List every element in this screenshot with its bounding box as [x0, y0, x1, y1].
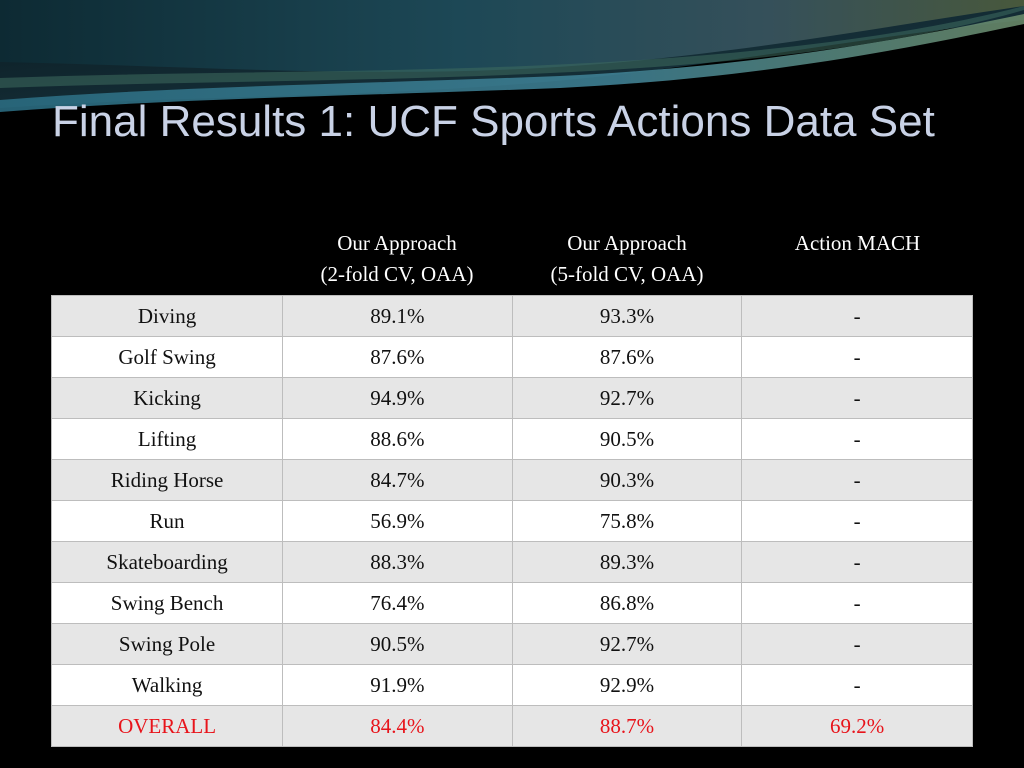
accuracy-action-mach: - — [741, 377, 973, 419]
accuracy-action-mach: - — [741, 336, 973, 378]
action-label: Walking — [50, 664, 284, 706]
table-row: Lifting 88.6% 90.5% - — [50, 418, 973, 460]
accuracy-2fold: 88.3% — [282, 541, 513, 583]
accuracy-action-mach: - — [741, 541, 973, 583]
accuracy-2fold: 91.9% — [282, 664, 513, 706]
overall-row: OVERALL 84.4% 88.7% 69.2% — [50, 705, 973, 747]
action-label: Golf Swing — [50, 336, 284, 378]
accuracy-5fold: 92.7% — [511, 377, 743, 419]
accuracy-2fold: 56.9% — [282, 500, 513, 542]
header-our-approach-2fold: Our Approach (2-fold CV, OAA) — [320, 231, 474, 286]
overall-accuracy-2fold: 84.4% — [282, 705, 513, 747]
accuracy-5fold: 92.7% — [511, 623, 743, 665]
accuracy-2fold: 87.6% — [282, 336, 513, 378]
accuracy-2fold: 84.7% — [282, 459, 513, 501]
accuracy-action-mach: - — [741, 295, 973, 337]
table-row: Kicking 94.9% 92.7% - — [50, 377, 973, 419]
table-row: Run 56.9% 75.8% - — [50, 500, 973, 542]
accuracy-action-mach: - — [741, 582, 973, 624]
overall-accuracy-action-mach: 69.2% — [741, 705, 973, 747]
accuracy-5fold: 90.3% — [511, 459, 743, 501]
results-table: Diving 89.1% 93.3% - Golf Swing 87.6% 87… — [50, 295, 973, 747]
accuracy-action-mach: - — [741, 623, 973, 665]
header-action-mach: Action MACH — [794, 231, 921, 255]
action-label: Run — [50, 500, 284, 542]
table-header: Our Approach (2-fold CV, OAA) Our Approa… — [51, 228, 973, 294]
decorative-swoosh — [0, 0, 1024, 112]
accuracy-5fold: 75.8% — [511, 500, 743, 542]
overall-accuracy-5fold: 88.7% — [511, 705, 743, 747]
action-label: Swing Pole — [50, 623, 284, 665]
accuracy-action-mach: - — [741, 500, 973, 542]
table-row: Swing Bench 76.4% 86.8% - — [50, 582, 973, 624]
accuracy-5fold: 93.3% — [511, 295, 743, 337]
accuracy-action-mach: - — [741, 418, 973, 460]
action-label: Riding Horse — [50, 459, 284, 501]
overall-label: OVERALL — [50, 705, 284, 747]
accuracy-2fold: 76.4% — [282, 582, 513, 624]
table-row: Swing Pole 90.5% 92.7% - — [50, 623, 973, 665]
accuracy-2fold: 88.6% — [282, 418, 513, 460]
table-row: Walking 91.9% 92.9% - — [50, 664, 973, 706]
header-our-approach-5fold: Our Approach (5-fold CV, OAA) — [550, 231, 704, 286]
action-label: Kicking — [50, 377, 284, 419]
accuracy-action-mach: - — [741, 459, 973, 501]
table-row: Riding Horse 84.7% 90.3% - — [50, 459, 973, 501]
accuracy-5fold: 87.6% — [511, 336, 743, 378]
accuracy-5fold: 90.5% — [511, 418, 743, 460]
accuracy-5fold: 92.9% — [511, 664, 743, 706]
action-label: Skateboarding — [50, 541, 284, 583]
table-row: Skateboarding 88.3% 89.3% - — [50, 541, 973, 583]
accuracy-5fold: 89.3% — [511, 541, 743, 583]
accuracy-5fold: 86.8% — [511, 582, 743, 624]
accuracy-2fold: 89.1% — [282, 295, 513, 337]
accuracy-2fold: 90.5% — [282, 623, 513, 665]
table-row: Golf Swing 87.6% 87.6% - — [50, 336, 973, 378]
action-label: Swing Bench — [50, 582, 284, 624]
accuracy-2fold: 94.9% — [282, 377, 513, 419]
action-label: Diving — [50, 295, 284, 337]
table-row: Diving 89.1% 93.3% - — [50, 295, 973, 337]
action-label: Lifting — [50, 418, 284, 460]
slide-title: Final Results 1: UCF Sports Actions Data… — [52, 97, 935, 146]
accuracy-action-mach: - — [741, 664, 973, 706]
